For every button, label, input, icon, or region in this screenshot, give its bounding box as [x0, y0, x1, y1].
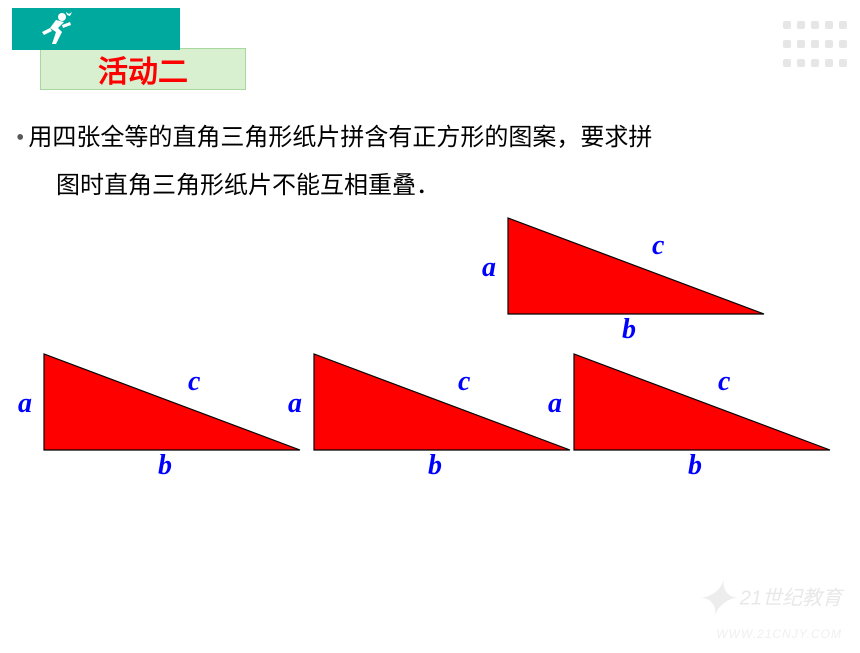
- watermark-url: WWW.21CNJY.COM: [694, 627, 842, 641]
- label-a: a: [548, 388, 562, 420]
- problem-statement: •用四张全等的直角三角形纸片拼含有正方形的图案，要求拼 图时直角三角形纸片不能互…: [16, 114, 844, 210]
- triangle-1: a b c: [506, 216, 766, 316]
- triangle-2: a b c: [42, 352, 302, 452]
- running-icon: [36, 10, 76, 48]
- label-b: b: [158, 450, 172, 482]
- bullet-icon: •: [16, 125, 24, 151]
- problem-line2: 图时直角三角形纸片不能互相重叠．: [56, 173, 440, 199]
- label-c: c: [458, 366, 470, 398]
- watermark: ✦21世纪教育 WWW.21CNJY.COM: [694, 569, 842, 641]
- decorative-dots: [780, 18, 850, 75]
- watermark-icon: ✦: [694, 569, 736, 629]
- label-c: c: [652, 230, 664, 262]
- activity-title: 活动二: [98, 47, 188, 91]
- label-b: b: [622, 314, 636, 346]
- triangle-4: a b c: [572, 352, 832, 452]
- activity-title-box: 活动二: [40, 48, 246, 90]
- header-bar: [12, 8, 180, 50]
- label-a: a: [18, 388, 32, 420]
- label-c: c: [188, 366, 200, 398]
- label-c: c: [718, 366, 730, 398]
- triangles-area: a b c a b c a b c a b c: [0, 210, 860, 530]
- watermark-text: 21世纪教育: [740, 587, 842, 609]
- label-b: b: [428, 450, 442, 482]
- label-a: a: [482, 252, 496, 284]
- problem-line1: 用四张全等的直角三角形纸片拼含有正方形的图案，要求拼: [28, 125, 652, 151]
- label-a: a: [288, 388, 302, 420]
- label-b: b: [688, 450, 702, 482]
- triangle-3: a b c: [312, 352, 572, 452]
